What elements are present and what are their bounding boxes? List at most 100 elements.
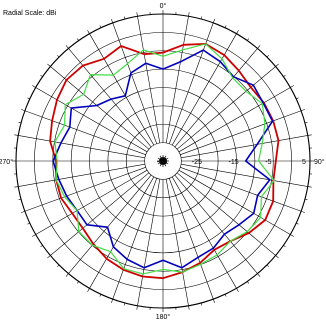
- angle-tick: [296, 222, 299, 225]
- polar-grid: [12, 10, 314, 312]
- grid-spoke: [50, 172, 150, 256]
- grid-spoke: [35, 87, 148, 153]
- angle-tick: [47, 63, 51, 67]
- angle-tick: [304, 122, 308, 124]
- grid-spoke: [35, 169, 148, 235]
- radial-tick-label: -5: [265, 159, 271, 166]
- grid-spoke: [176, 172, 276, 256]
- angle-tick: [57, 264, 60, 267]
- grid-spoke: [68, 48, 152, 148]
- angle-tick: [21, 210, 25, 213]
- angle-tick: [296, 97, 299, 100]
- radial-tick-label: -25: [192, 159, 202, 166]
- angle-tick: [290, 234, 294, 237]
- angle-tick: [200, 16, 202, 20]
- angle-tick: [47, 255, 51, 259]
- angle-tick: [236, 30, 239, 34]
- angle-tick: [111, 19, 114, 23]
- radial-tick-label: -15: [229, 159, 239, 166]
- grid-spoke: [180, 167, 302, 212]
- angle-tick: [57, 55, 60, 58]
- grid-spoke: [171, 176, 237, 289]
- angle-tick: [236, 288, 239, 292]
- grid-spoke: [165, 179, 189, 306]
- angle-tick: [290, 85, 294, 88]
- grid-spoke: [169, 178, 214, 300]
- angle-tick: [27, 222, 30, 225]
- angle-tick: [257, 45, 261, 49]
- grid-spoke: [165, 16, 189, 143]
- series-3-line: [54, 43, 275, 275]
- angle-tick: [301, 109, 305, 112]
- grid-spoke: [181, 135, 308, 159]
- angle-tick: [200, 302, 202, 306]
- angle-tick: [99, 294, 102, 297]
- angle-tick: [247, 38, 249, 41]
- angle-tick: [18, 198, 22, 200]
- angle-tick: [212, 299, 215, 303]
- grid-spoke: [89, 176, 155, 289]
- angle-tick: [257, 273, 261, 277]
- angle-tick: [188, 12, 190, 17]
- angle-tick: [224, 25, 227, 28]
- angle-tick: [283, 245, 286, 247]
- angle-tick: [247, 281, 249, 284]
- angle-tick: [21, 109, 25, 112]
- angle-tick: [301, 210, 305, 213]
- grid-spoke: [180, 110, 302, 155]
- axis-labels: -35 -25 -15 -5 5 0° 90° 180° 270°: [0, 2, 325, 321]
- grid-spoke: [176, 66, 276, 150]
- angle-tick: [188, 305, 190, 310]
- grid-spoke: [178, 169, 291, 235]
- angle-tick: [14, 134, 19, 136]
- grid-spoke: [24, 110, 146, 155]
- grid-spoke: [178, 87, 291, 153]
- angle-label: 90°: [314, 158, 325, 166]
- angle-tick: [111, 299, 114, 303]
- angle-tick: [266, 264, 269, 267]
- grid-spoke: [18, 163, 145, 187]
- series-2-line: [52, 49, 274, 269]
- radial-tick-label: 5: [302, 159, 306, 166]
- angle-tick: [77, 281, 79, 284]
- grid-spoke: [171, 33, 237, 146]
- grid-spoke: [174, 174, 258, 274]
- angle-tick: [124, 302, 126, 306]
- grid-spoke: [181, 163, 308, 187]
- angle-tick: [307, 186, 312, 188]
- grid-spoke: [68, 174, 152, 274]
- angle-tick: [99, 25, 102, 28]
- angle-tick: [32, 85, 36, 88]
- angle-tick: [27, 97, 30, 100]
- grid-spoke: [24, 167, 146, 212]
- angle-tick: [136, 12, 138, 17]
- grid-spoke: [18, 135, 145, 159]
- grid-spoke: [137, 16, 161, 143]
- angle-tick: [40, 75, 43, 77]
- grid-spoke: [174, 48, 258, 148]
- angle-tick: [32, 234, 36, 237]
- angle-label: 0°: [160, 2, 167, 10]
- grid-spoke: [89, 33, 155, 146]
- angle-tick: [266, 55, 269, 58]
- angle-label: 180°: [156, 313, 171, 321]
- radial-scale-label: Radial Scale: dBi: [3, 10, 57, 17]
- grid-spoke: [112, 178, 157, 300]
- angle-label: 270°: [0, 158, 13, 166]
- angle-tick: [304, 198, 308, 200]
- angle-tick: [283, 75, 286, 77]
- grid-spoke: [137, 179, 161, 306]
- angle-tick: [275, 63, 279, 67]
- angle-tick: [77, 38, 79, 41]
- angle-tick: [40, 245, 43, 247]
- angle-tick: [87, 288, 90, 292]
- angle-tick: [14, 186, 19, 188]
- angle-tick: [136, 305, 138, 310]
- angle-tick: [87, 30, 90, 34]
- angle-tick: [307, 134, 312, 136]
- series-layer: [49, 43, 280, 280]
- angle-tick: [212, 19, 215, 23]
- center-burst-spoke: [161, 156, 164, 162]
- angle-tick: [124, 16, 126, 20]
